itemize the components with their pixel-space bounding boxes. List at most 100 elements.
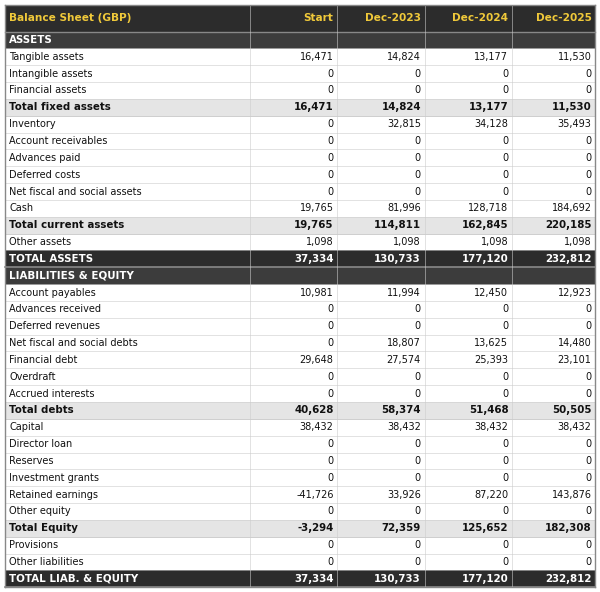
Bar <box>512 571 595 587</box>
Text: 0: 0 <box>586 473 592 483</box>
Bar <box>425 133 512 149</box>
Bar <box>337 31 425 49</box>
Text: ASSETS: ASSETS <box>9 35 53 45</box>
Bar <box>425 385 512 402</box>
Text: 25,393: 25,393 <box>475 355 508 365</box>
Bar <box>512 452 595 469</box>
Bar <box>337 65 425 82</box>
Bar <box>5 334 250 352</box>
Bar <box>425 554 512 571</box>
Bar <box>337 250 425 268</box>
Bar <box>5 352 250 368</box>
Bar <box>337 402 425 419</box>
Bar <box>425 82 512 99</box>
Text: 0: 0 <box>415 540 421 550</box>
Text: 0: 0 <box>586 372 592 382</box>
Bar <box>425 318 512 334</box>
Text: 37,334: 37,334 <box>294 574 334 584</box>
Text: Retained earnings: Retained earnings <box>9 490 98 500</box>
Bar <box>425 520 512 537</box>
Bar <box>425 436 512 452</box>
Bar <box>5 133 250 149</box>
Bar <box>250 133 337 149</box>
Text: 13,177: 13,177 <box>469 102 508 112</box>
Text: 11,530: 11,530 <box>558 52 592 62</box>
Text: TOTAL ASSETS: TOTAL ASSETS <box>9 254 93 264</box>
Text: 232,812: 232,812 <box>545 254 592 264</box>
Bar <box>512 250 595 268</box>
Bar <box>512 5 595 31</box>
Bar <box>337 268 425 284</box>
Bar <box>425 352 512 368</box>
Bar <box>5 402 250 419</box>
Text: 0: 0 <box>415 186 421 197</box>
Text: 33,926: 33,926 <box>387 490 421 500</box>
Text: 38,432: 38,432 <box>387 422 421 432</box>
Text: 58,374: 58,374 <box>382 406 421 416</box>
Bar <box>5 234 250 250</box>
Bar <box>250 268 337 284</box>
Bar <box>425 99 512 115</box>
Bar <box>337 318 425 334</box>
Bar <box>5 82 250 99</box>
Text: 0: 0 <box>415 456 421 466</box>
Bar <box>425 149 512 166</box>
Bar <box>250 166 337 183</box>
Bar <box>512 520 595 537</box>
Bar <box>250 149 337 166</box>
Text: 0: 0 <box>586 186 592 197</box>
Bar <box>250 402 337 419</box>
Bar <box>425 166 512 183</box>
Text: Total Equity: Total Equity <box>9 523 78 533</box>
Text: 0: 0 <box>328 186 334 197</box>
Bar <box>5 368 250 385</box>
Text: 0: 0 <box>586 153 592 163</box>
Bar <box>250 368 337 385</box>
Text: 0: 0 <box>328 153 334 163</box>
Bar <box>425 469 512 486</box>
Bar <box>337 452 425 469</box>
Bar <box>337 503 425 520</box>
Bar <box>512 133 595 149</box>
Text: 1,098: 1,098 <box>481 237 508 247</box>
Bar <box>425 402 512 419</box>
Text: 0: 0 <box>502 186 508 197</box>
Bar <box>512 469 595 486</box>
Bar <box>425 217 512 234</box>
Bar <box>337 368 425 385</box>
Bar <box>337 99 425 115</box>
Text: Net fiscal and social assets: Net fiscal and social assets <box>9 186 142 197</box>
Text: 0: 0 <box>415 473 421 483</box>
Bar <box>250 183 337 200</box>
Bar <box>5 571 250 587</box>
Text: 51,468: 51,468 <box>469 406 508 416</box>
Text: -3,294: -3,294 <box>298 523 334 533</box>
Bar <box>250 486 337 503</box>
Text: 0: 0 <box>415 304 421 314</box>
Bar <box>250 301 337 318</box>
Bar <box>5 284 250 301</box>
Bar <box>250 115 337 133</box>
Text: Dec-2025: Dec-2025 <box>536 13 592 23</box>
Bar <box>512 200 595 217</box>
Bar <box>5 217 250 234</box>
Text: 0: 0 <box>328 372 334 382</box>
Bar <box>337 82 425 99</box>
Bar <box>425 301 512 318</box>
Text: 182,308: 182,308 <box>545 523 592 533</box>
Text: 81,996: 81,996 <box>387 204 421 213</box>
Bar <box>425 200 512 217</box>
Bar <box>337 486 425 503</box>
Text: 1,098: 1,098 <box>306 237 334 247</box>
Text: 18,807: 18,807 <box>387 338 421 348</box>
Bar <box>250 31 337 49</box>
Bar <box>250 250 337 268</box>
Bar <box>5 436 250 452</box>
Bar <box>250 352 337 368</box>
Bar <box>250 537 337 554</box>
Text: 19,765: 19,765 <box>299 204 334 213</box>
Text: 29,648: 29,648 <box>300 355 334 365</box>
Bar <box>337 149 425 166</box>
Bar <box>512 318 595 334</box>
Bar <box>5 486 250 503</box>
